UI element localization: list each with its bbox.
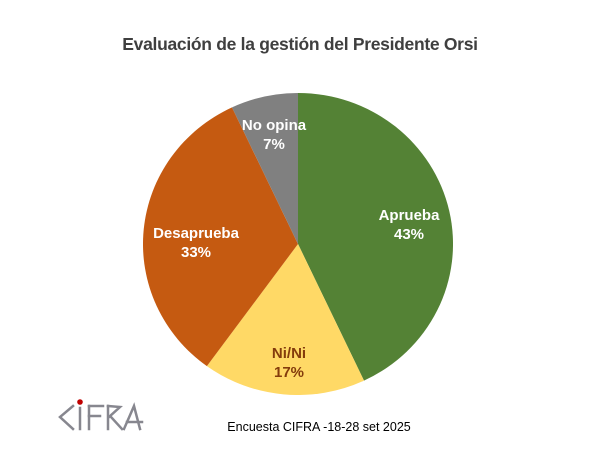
pie-slice-desaprueba [143, 107, 298, 367]
pie-slice-ni-ni [206, 244, 364, 395]
cifra-logo [58, 399, 144, 431]
pie-chart [143, 93, 453, 395]
chart-title: Evaluación de la gestión del Presidente … [122, 34, 478, 54]
pie-slice-no-opina [232, 93, 298, 244]
pie-slice-aprueba [298, 93, 453, 381]
cifra-logo-letters [58, 402, 144, 431]
cifra-logo-dot [77, 399, 83, 405]
source-caption: Encuesta CIFRA -18-28 set 2025 [227, 420, 411, 434]
